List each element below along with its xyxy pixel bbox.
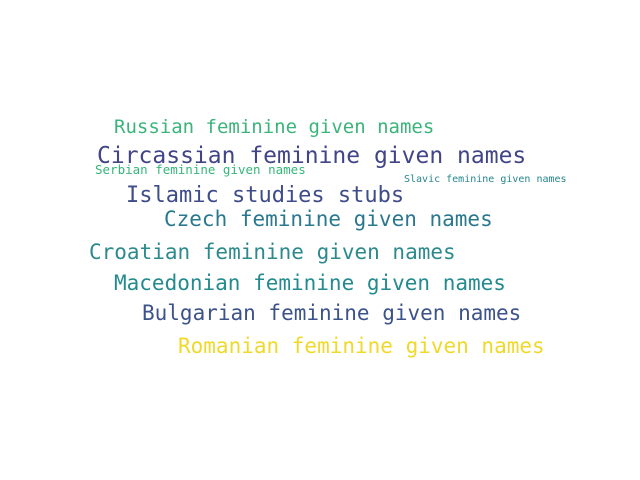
word-slavic: Slavic feminine given names <box>404 174 567 185</box>
word-serbian: Serbian feminine given names <box>95 162 306 177</box>
word-islamic-studies: Islamic studies stubs <box>126 183 405 208</box>
word-bulgarian: Bulgarian feminine given names <box>142 301 522 325</box>
word-russian: Russian feminine given names <box>114 116 435 138</box>
word-circassian: Circassian feminine given names <box>97 143 527 169</box>
word-romanian: Romanian feminine given names <box>178 334 545 358</box>
word-czech: Czech feminine given names <box>164 207 493 231</box>
word-croatian: Croatian feminine given names <box>89 240 456 264</box>
word-macedonian: Macedonian feminine given names <box>114 271 506 295</box>
